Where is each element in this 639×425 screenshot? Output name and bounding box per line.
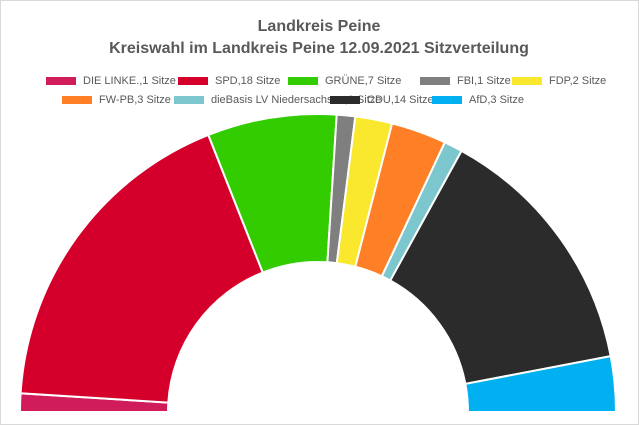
legend-swatch [330,96,360,104]
legend-swatch [420,77,450,85]
legend-label: FW-PB,3 Sitze [99,94,171,106]
seat-segment [464,354,618,413]
chart-subtitle: Kreiswahl im Landkreis Peine 12.09.2021 … [109,40,529,57]
legend-label: SPD,18 Sitze [215,75,280,87]
legend-swatch [512,77,542,85]
legend-swatch [174,96,204,104]
legend-swatch [46,77,76,85]
legend-label: DIE LINKE.,1 Sitze [83,75,176,87]
legend-label: GRÜNE,7 Sitze [325,75,401,87]
seat-segment [19,133,265,404]
seat-segment [388,149,612,386]
legend-swatch [62,96,92,104]
legend-label: FDP,2 Sitze [549,75,606,87]
legend-swatch [432,96,462,104]
legend-swatch [288,77,318,85]
legend-label: AfD,3 Sitze [469,94,524,106]
legend-label: FBI,1 Sitze [457,75,511,87]
legend-label: CDU,14 Sitze [367,94,434,106]
legend-swatch [178,77,208,85]
chart-title: Landkreis Peine [258,18,381,35]
